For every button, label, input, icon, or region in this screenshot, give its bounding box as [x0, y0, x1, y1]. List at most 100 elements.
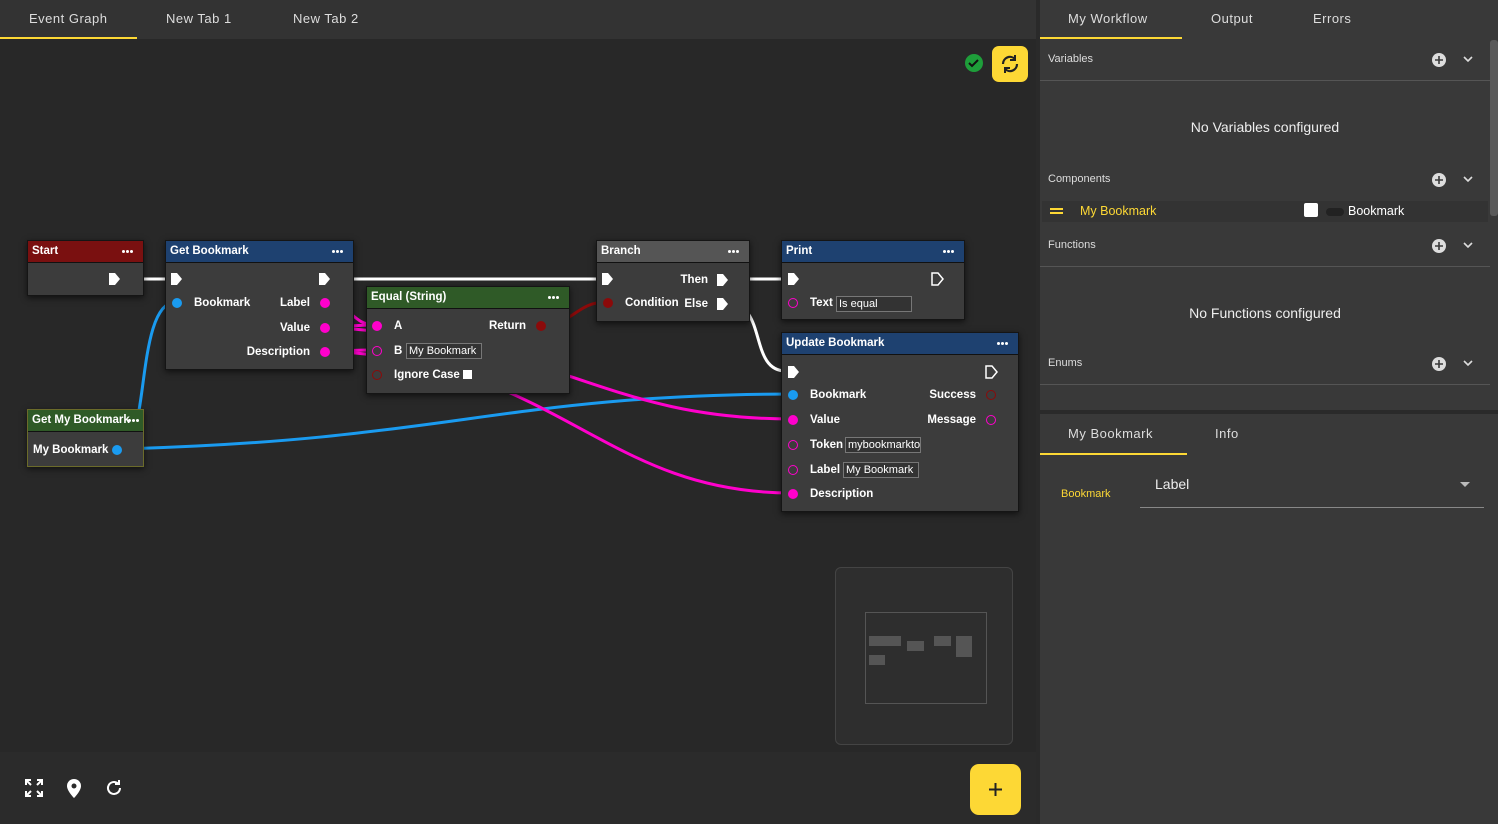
pin-label: Text	[810, 297, 833, 309]
empty-message: No Functions configured	[1189, 305, 1341, 321]
tab-bar	[0, 0, 1036, 39]
node-title: Update Bookmark	[782, 333, 1018, 355]
pin	[320, 347, 330, 357]
decoration	[865, 612, 987, 704]
text-input[interactable]: Is equal	[836, 296, 912, 312]
exec-pin	[717, 274, 728, 286]
shape	[985, 365, 998, 379]
pin	[372, 370, 382, 380]
component-row[interactable]	[1042, 201, 1488, 222]
pin-label: My Bookmark	[33, 444, 109, 456]
component-type[interactable]: Bookmark	[1348, 204, 1405, 218]
add-node-button[interactable]	[970, 764, 1021, 815]
exec-pin	[717, 298, 728, 310]
pin-label: Then	[680, 274, 708, 286]
detail-tab[interactable]: Info	[1215, 426, 1239, 441]
pin-label: Bookmark	[194, 297, 251, 309]
pin-label: Success	[929, 389, 976, 401]
divider	[1040, 266, 1490, 267]
shape	[968, 59, 979, 68]
tab-underline	[1040, 453, 1187, 455]
pin-label: Bookmark	[810, 389, 867, 401]
decoration	[1432, 239, 1473, 253]
node-title: Branch	[597, 241, 749, 263]
locate-button[interactable]	[66, 779, 82, 799]
menu-dots	[947, 250, 950, 253]
refresh-button[interactable]	[992, 46, 1028, 82]
exec-pin	[788, 273, 799, 285]
scrollbar	[1490, 40, 1498, 216]
section-actions[interactable]	[1430, 50, 1478, 380]
toolbar	[0, 752, 1036, 824]
select-underline	[1140, 507, 1484, 508]
text-input[interactable]: mybookmarkto	[845, 437, 921, 453]
menu-dots	[732, 250, 735, 253]
section-title: Components	[1048, 173, 1111, 185]
tab[interactable]: New Tab 1	[166, 11, 232, 26]
shape	[319, 273, 330, 285]
field-label: Bookmark	[1061, 488, 1111, 500]
reset-button[interactable]	[105, 779, 123, 797]
decoration	[71, 783, 77, 789]
pin	[536, 321, 546, 331]
shape	[1460, 482, 1470, 487]
node-get-bookmark[interactable]: Get Bookmark Bookmark Label Value Descri…	[165, 240, 354, 370]
select-arrow[interactable]	[1460, 482, 1470, 488]
node-branch[interactable]: Branch Then Condition Else	[596, 240, 750, 322]
decoration	[1432, 357, 1473, 371]
tab-underline	[0, 37, 137, 39]
node-start[interactable]: Start	[27, 240, 144, 296]
side-tab[interactable]: Output	[1211, 11, 1254, 26]
node-get-my-bookmark[interactable]: Get My Bookmark My Bookmark	[27, 409, 144, 467]
detail-tab[interactable]: My Bookmark	[1068, 426, 1153, 441]
exec-pin	[788, 366, 799, 378]
menu-dots	[126, 250, 129, 253]
pin-label: A	[394, 320, 403, 332]
shape	[989, 783, 1002, 796]
text-input[interactable]: My Bookmark	[406, 343, 482, 359]
text-input[interactable]: My Bookmark	[843, 462, 919, 478]
checkbox[interactable]	[463, 370, 472, 379]
node-title: Get Bookmark	[166, 241, 353, 263]
shape	[1435, 176, 1443, 184]
shape	[25, 779, 43, 797]
pin	[788, 415, 798, 425]
side-tab[interactable]: Errors	[1313, 11, 1352, 26]
pin-label: Description	[810, 488, 874, 500]
decoration	[1050, 208, 1063, 210]
pin	[320, 298, 330, 308]
section-title: Variables	[1048, 53, 1094, 65]
node-title: Start	[28, 241, 143, 263]
exec-pin	[985, 365, 998, 379]
component-name[interactable]: My Bookmark	[1080, 204, 1157, 218]
pin	[788, 489, 798, 499]
pin-label: Token	[810, 439, 844, 451]
tab[interactable]: New Tab 2	[293, 11, 359, 26]
decoration	[934, 636, 951, 646]
node-update-bookmark[interactable]: Update Bookmark Bookmark Success Value M…	[781, 332, 1019, 512]
fit-button[interactable]	[25, 779, 43, 797]
menu-dots	[132, 419, 135, 422]
menu-dots	[552, 296, 555, 299]
select-value[interactable]: Label	[1155, 476, 1190, 492]
decoration	[956, 636, 972, 657]
node-equal[interactable]: Equal (String) A Return B My Bookmark Ig…	[366, 286, 570, 394]
node-title: Get My Bookmark	[28, 410, 143, 432]
shape	[1463, 56, 1473, 63]
minimap[interactable]	[835, 567, 1013, 745]
pin-label: Value	[279, 322, 310, 334]
shape	[1001, 55, 1019, 73]
tab[interactable]: Event Graph	[29, 11, 108, 26]
side-tab[interactable]: My Workflow	[1068, 11, 1148, 26]
shape	[788, 366, 799, 378]
divider	[1040, 80, 1490, 81]
node-print[interactable]: Print Text Is equal	[781, 240, 965, 320]
pin	[788, 390, 798, 400]
pin-label: Label	[279, 297, 310, 309]
shape	[717, 274, 728, 286]
pin	[603, 298, 613, 308]
decoration	[1326, 208, 1344, 216]
exec-pin	[319, 273, 330, 285]
shape	[115, 780, 120, 785]
